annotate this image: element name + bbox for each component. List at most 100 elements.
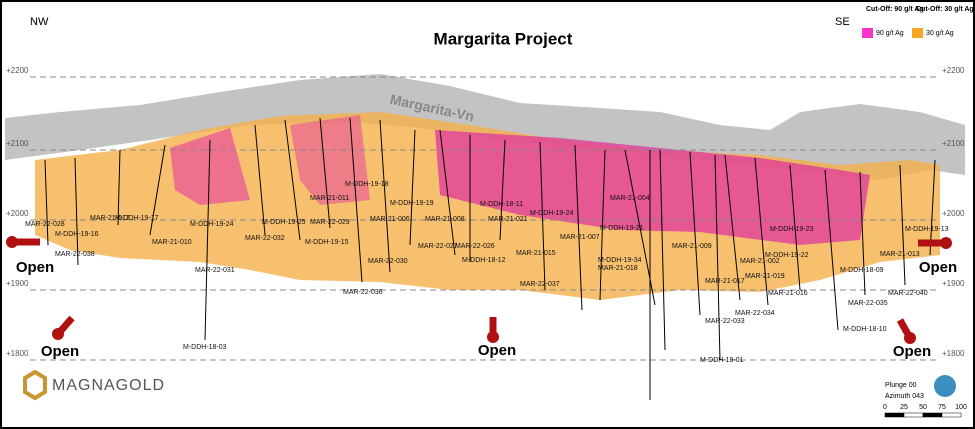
high-grade-zone: [170, 128, 250, 205]
hole-label: MAR-22-028: [25, 221, 65, 228]
open-label: Open: [478, 342, 516, 359]
legend-heading: Cut-Off: 90 g/t Ag: [866, 6, 924, 13]
drill-trace: [117, 149, 121, 226]
drill-trace: [599, 149, 606, 301]
hole-label: MAR-22-029: [310, 219, 350, 226]
hole-label: M-DDH-19-16: [55, 231, 99, 238]
high-grade-zone: [290, 115, 370, 205]
hole-label: M-DDH-19-17: [115, 215, 159, 222]
hole-label: M-DDH-19-24: [190, 221, 234, 228]
open-arrow-head: [904, 332, 916, 344]
hole-label: MAR-21-019: [745, 273, 785, 280]
logo-text: MAGNAGOLD: [52, 377, 165, 394]
hole-label: MAR-21-021: [488, 216, 528, 223]
hole-label: MAR-22-033: [705, 318, 745, 325]
hole-label: M-DDH-18-11: [480, 201, 523, 208]
hole-label: M-DDH-19-01: [700, 357, 744, 364]
scale-label: 50: [919, 404, 927, 411]
hole-label: M-DDH-19-34: [598, 257, 642, 264]
elevation-label: +2000: [6, 209, 29, 218]
hole-label: MAR-21-010: [152, 239, 192, 246]
hole-label: M-DDH-18-03: [183, 344, 227, 351]
hole-label: M-DDH-19-18: [345, 181, 389, 188]
drill-trace: [539, 141, 546, 291]
drill-trace: [724, 154, 741, 301]
hole-label: MAR-22-036: [343, 289, 383, 296]
drill-trace: [439, 129, 456, 256]
hole-label: MAR-21-011: [310, 195, 349, 202]
scale-label: 25: [900, 404, 908, 411]
hole-label: MAR-21-013: [880, 251, 920, 258]
hole-label: MAR-21-008: [425, 216, 465, 223]
elevation-label: +2100: [6, 139, 29, 148]
elevation-label: +2000: [942, 209, 965, 218]
hole-label: MAR-22-032: [245, 235, 285, 242]
drill-trace: [44, 159, 49, 246]
hole-label: M-DDH-19-22: [765, 252, 809, 259]
hole-label: MAR-21-018: [598, 265, 638, 272]
open-markers: Open Open Open Open Open: [6, 236, 957, 360]
legend-swatch: [862, 28, 873, 38]
drill-trace: [689, 151, 701, 316]
drill-trace: [659, 149, 666, 351]
hole-label: MAR-22-027: [418, 243, 458, 250]
legend-label: 30 g/t Ag: [926, 30, 954, 37]
open-label: Open: [893, 343, 931, 360]
elevation-label: +2200: [6, 66, 29, 75]
globe: [934, 375, 956, 397]
hole-label: MAR-21-007: [560, 234, 600, 241]
hole-label: MAR-21-016: [768, 290, 808, 297]
open-label: Open: [16, 259, 54, 276]
drill-traces: [44, 117, 936, 400]
scale-label: 0: [883, 404, 887, 411]
hole-label: MAR-22-031: [195, 267, 235, 274]
scale-label: 100: [955, 404, 967, 411]
legend-label: 90 g/t Ag: [876, 30, 904, 37]
hole-label: M-DDH-19-25: [262, 219, 306, 226]
hole-label: MAR-22-037: [520, 281, 560, 288]
legend-heading: Cut-Off: 30 g/t Ag: [916, 6, 974, 13]
azimuth: Azimuth 043: [885, 393, 924, 400]
hole-label: M-DDH-19-21: [600, 225, 644, 232]
hole-label: MAR-22-040: [888, 290, 928, 297]
drill-trace: [789, 164, 801, 291]
hole-label: M-DDH-18-10: [843, 326, 887, 333]
title: Margarita Project: [434, 29, 573, 48]
open-arrow-head: [52, 328, 64, 340]
drill-trace: [254, 124, 266, 236]
elevation-label: +2200: [942, 66, 965, 75]
direction-label: SE: [835, 16, 850, 28]
hole-label: MAR-22-038: [55, 251, 95, 258]
drill-trace: [499, 139, 506, 241]
hole-label: MAR-21-015: [516, 250, 556, 257]
scale-segment: [941, 412, 962, 418]
drill-trace: [319, 117, 331, 229]
hole-label: MAR-22-034: [735, 310, 775, 317]
hole-label: MAR-21-004: [610, 195, 650, 202]
drill-trace: [204, 139, 211, 341]
drill-trace: [714, 154, 721, 361]
hole-label: M-DDH-18-12: [462, 257, 506, 264]
hole-labels: MAR-22-028 M-DDH-19-16 MAR-22-038 MAR-21-01…: [25, 181, 949, 364]
scale-label: 75: [938, 404, 946, 411]
drill-trace: [409, 129, 416, 246]
drill-trace: [824, 169, 839, 331]
legend: Cut-Off: 90 g/t Ag 90 g/t Ag Cut-Off: 30 g…: [862, 6, 974, 38]
hole-label: MAR-22-035: [848, 300, 888, 307]
hole-label: M-DDH-19-19: [390, 200, 434, 207]
hole-label: M-DDH-19-23: [770, 226, 814, 233]
scale-segment: [884, 412, 905, 418]
hole-label: M-DDH-19-24: [530, 210, 574, 217]
elevation-label: +1800: [942, 349, 965, 358]
hole-label: M-DDH-19-13: [905, 226, 949, 233]
drill-trace: [859, 171, 866, 296]
hole-label: MAR-21-012: [90, 215, 130, 222]
drill-trace: [574, 144, 583, 311]
scale-segment: [903, 412, 924, 418]
direction-label: NW: [30, 16, 49, 28]
logo: MAGNAGOLD: [23, 369, 165, 401]
hole-label: MAR-22-026: [455, 243, 495, 250]
drill-trace: [379, 119, 391, 273]
drill-trace: [349, 117, 363, 283]
